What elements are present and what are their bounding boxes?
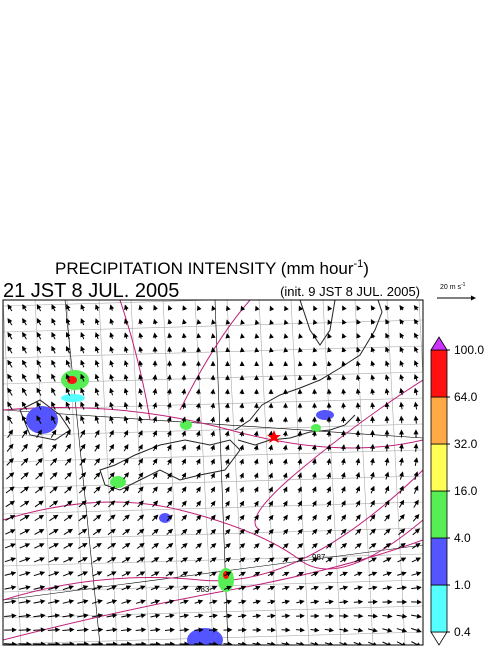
colorbar-segment [431,491,447,538]
map-area: 987 983 [0,294,500,650]
colorbar-segment [431,350,447,397]
colorbar-over [431,337,447,350]
isobar-label: 983 [196,585,210,594]
title-main: PRECIPITATION INTENSITY (mm hour [55,259,354,278]
colorbar-label: 64.0 [454,390,478,404]
wind-legend-text: 20 m s [440,284,462,291]
colorbar-under [431,632,447,645]
wind-arrow [401,417,402,424]
wind-arrow [285,362,286,366]
precip [110,476,126,488]
colorbar-label: 1.0 [454,578,471,592]
init-time: (init. 9 JST 8 JUL. 2005) [280,284,420,299]
colorbar-label: 0.4 [454,625,471,639]
title-end: ) [363,259,369,278]
colorbar-label: 32.0 [454,437,478,451]
wind-arrow [401,444,402,451]
wind-arrow [314,431,315,436]
wind-arrow [194,630,202,631]
precip [180,420,192,430]
wind-arrow [209,644,217,645]
wind-arrow [329,390,330,395]
precip [61,394,85,402]
colorbar: 0.4 1.0 4.0 16.0 32.0 64.0 100.0 [431,337,484,645]
isobar-label: 987 [312,553,326,562]
colorbar-label: 4.0 [454,531,471,545]
wind-arrow [198,334,199,338]
meridian [483,300,500,645]
wind-arrow [368,602,377,603]
title-sup: -1 [354,258,364,270]
wind-legend-label: 20 m s-1 [440,282,466,291]
wind-arrow [300,362,301,366]
wind-arrow [213,334,214,338]
wind-arrow [184,334,185,338]
precip [316,410,334,420]
wind-arrow [227,334,228,338]
wind-arrow [282,616,290,617]
wind-arrow [242,334,243,338]
wind-arrow [296,630,304,631]
wind-arrow [4,644,16,645]
wind-arrow [256,348,257,352]
title: PRECIPITATION INTENSITY (mm hour-1) [55,258,369,278]
precip [311,424,321,432]
colorbar-segment [431,585,447,632]
wind-arrow [314,376,315,380]
wind-arrow [169,375,170,380]
wind-legend-sup: -1 [461,282,466,288]
colorbar-segment [431,397,447,444]
wind-arrow [343,389,344,394]
wind-arrow [416,444,417,452]
wind-arrow [358,403,359,409]
wind-arrow [300,431,301,436]
valid-time: 21 JST 8 JUL. 2005 [3,280,179,302]
wind-arrow [33,630,45,631]
colorbar-segment [431,444,447,491]
wind-arrow [213,390,214,395]
wind-arrow [271,348,272,352]
colorbar-label: 16.0 [454,484,478,498]
wind-arrow [242,404,243,409]
colorbar-segment [431,538,447,585]
wind-arrow [372,445,373,451]
wind-arrow [387,445,388,452]
wind-arrow [184,375,185,380]
colorbar-label: 100.0 [454,343,484,357]
wind-arrow [271,418,272,423]
